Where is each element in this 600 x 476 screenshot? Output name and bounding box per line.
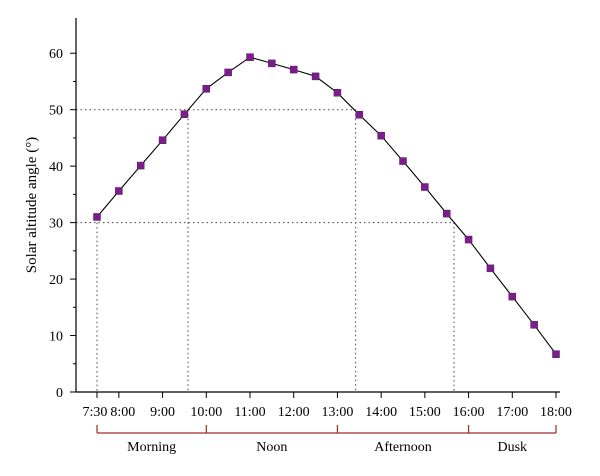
x-tick-label: 12:00	[278, 405, 310, 420]
x-tick-label: 18:00	[540, 405, 572, 420]
data-point	[355, 111, 364, 119]
period-brackets: Morning Noon Afternoon Dusk	[96, 425, 557, 455]
y-tick-label: 60	[49, 47, 63, 62]
x-tick-label: 15:00	[409, 405, 441, 420]
x-tick-label: 17:00	[496, 405, 528, 420]
y-tick-label: 40	[49, 160, 63, 175]
data-point	[202, 85, 211, 93]
x-tick-label: 14:00	[365, 405, 397, 420]
period-label: Dusk	[498, 440, 528, 455]
period-label: Afternoon	[374, 440, 432, 455]
y-tick-label: 20	[49, 273, 63, 288]
period-label: Noon	[256, 440, 287, 455]
x-tick-label: 11:00	[234, 405, 265, 420]
data-point	[552, 350, 560, 358]
x-tick-label: 16:00	[453, 405, 485, 420]
data-point	[136, 161, 145, 170]
data-point	[486, 264, 495, 273]
data-point	[333, 89, 342, 97]
data-point	[268, 59, 276, 68]
data-point	[158, 136, 167, 144]
x-tick-label: 10:00	[190, 405, 222, 420]
y-axis-title: Solar altitude angle (°)	[24, 137, 40, 273]
y-tick-label: 10	[49, 330, 63, 345]
y-tick-label: 30	[49, 217, 63, 232]
y-axis-ticks: 0 10 20 30 40 50 60	[49, 47, 76, 401]
y-tick-label: 0	[56, 386, 63, 401]
data-point	[93, 213, 101, 221]
data-point	[224, 68, 232, 77]
data-point	[377, 131, 385, 140]
data-point	[530, 321, 538, 329]
data-point	[180, 110, 189, 118]
data-point	[508, 292, 517, 301]
data-point	[311, 72, 320, 81]
x-tick-label: 13:00	[321, 405, 353, 420]
period-label: Morning	[127, 440, 176, 455]
data-point	[464, 235, 473, 244]
x-axis-ticks: 7:30 8:00 9:00 10:00 11:00 12:00 13:00 14:00 15:…	[83, 392, 572, 420]
data-point	[421, 183, 429, 191]
data-point	[289, 65, 298, 74]
y-tick-label: 50	[49, 104, 63, 119]
x-tick-label: 7:30	[83, 405, 108, 420]
reference-lines	[76, 109, 455, 392]
series	[93, 53, 560, 358]
x-tick-label: 8:00	[110, 405, 135, 420]
data-point	[399, 157, 407, 165]
data-point	[442, 209, 451, 218]
series-line	[96, 56, 557, 355]
data-point	[246, 53, 254, 61]
x-tick-label: 9:00	[150, 405, 175, 420]
data-point	[115, 187, 123, 195]
